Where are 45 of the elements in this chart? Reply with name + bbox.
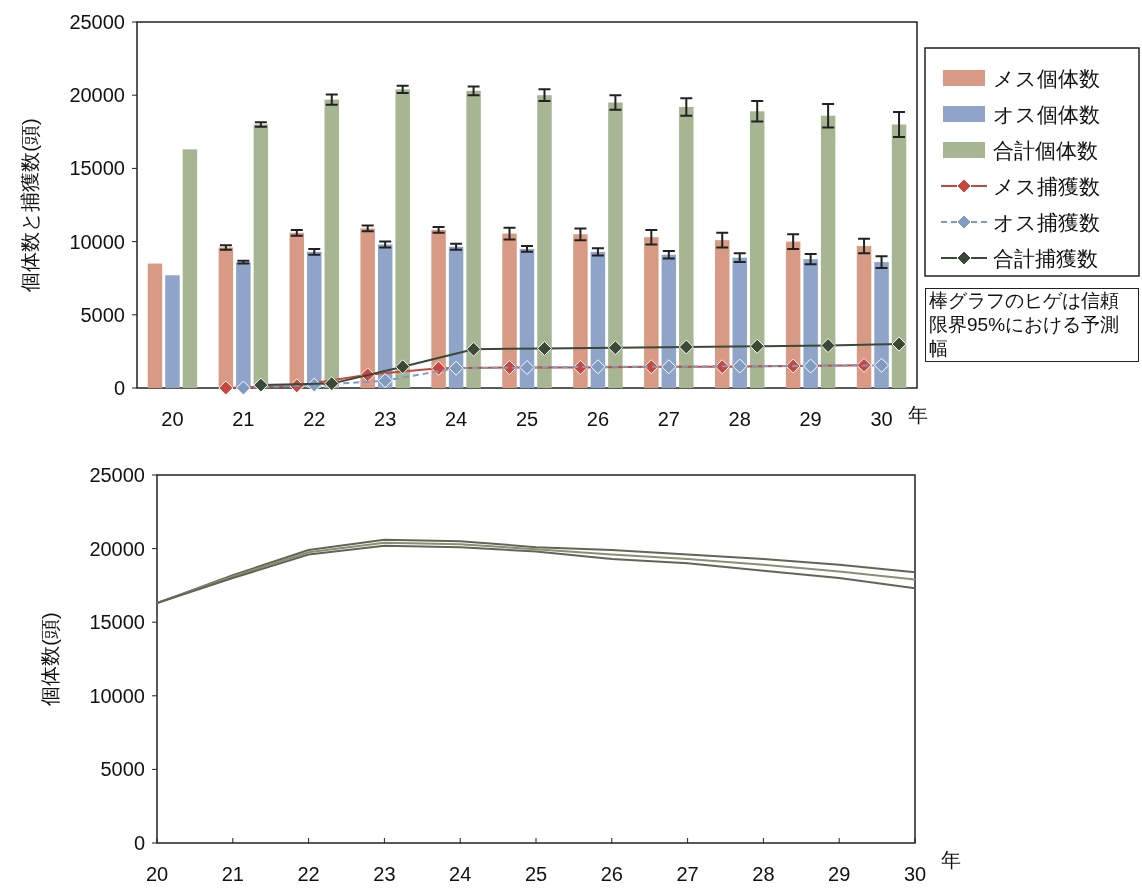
x-tick-label: 27	[676, 863, 699, 885]
x-tick-label: 23	[373, 863, 396, 885]
y-tick-label: 5000	[100, 758, 145, 781]
x-tick-label: 30	[870, 408, 893, 430]
legend-label: オス個体数	[993, 103, 1100, 126]
x-tick-label: 22	[297, 863, 320, 885]
x-tick-label: 28	[728, 408, 751, 430]
x-tick-label: 29	[828, 863, 851, 885]
x-tick-label: 20	[145, 863, 169, 885]
x-tick-label: 21	[232, 408, 255, 430]
text: 棒グラフのヒゲは信頼限界95%における予測幅	[925, 288, 1139, 362]
y-tick-label: 10000	[89, 684, 145, 707]
x-tick-label: 24	[449, 863, 472, 885]
legend-label: 合計捕獲数	[993, 247, 1098, 270]
y-tick-label: 25000	[69, 11, 125, 33]
x-tick-label: 26	[586, 408, 610, 430]
y-tick-label: 25000	[89, 464, 145, 486]
x-tick-label: 28	[752, 863, 775, 885]
x-axis-title: 年	[941, 849, 961, 871]
y-tick-label: 0	[133, 832, 145, 854]
legend-label: 合計個体数	[993, 139, 1098, 162]
x-axis-title: 年	[907, 404, 928, 426]
legend-label: オス捕獲数	[993, 211, 1100, 234]
x-tick-label: 25	[515, 408, 539, 430]
y-tick-label: 15000	[89, 611, 145, 634]
x-tick-label: 26	[600, 863, 623, 885]
legend-label: メス個体数	[993, 67, 1100, 90]
x-tick-label: 20	[161, 408, 184, 430]
x-tick-label: 21	[221, 863, 244, 885]
x-tick-label: 24	[444, 408, 468, 430]
y-tick-label: 10000	[69, 230, 125, 253]
x-tick-label: 22	[303, 408, 326, 430]
x-tick-label: 27	[657, 408, 680, 430]
x-tick-label: 30	[903, 863, 927, 885]
legend-label: メス捕獲数	[993, 175, 1100, 198]
x-tick-label: 23	[374, 408, 397, 430]
y-tick-label: 15000	[69, 157, 125, 180]
y-tick-label: 0	[113, 377, 125, 399]
y-tick-label: 20000	[89, 537, 145, 560]
y-tick-label: 5000	[80, 303, 125, 326]
y-axis-title: 個体数と捕獲数(頭)	[19, 118, 41, 292]
x-tick-label: 25	[524, 863, 548, 885]
y-axis-title: 個体数(頭)	[39, 612, 61, 706]
x-tick-label: 29	[799, 408, 822, 430]
y-tick-label: 20000	[69, 84, 125, 107]
